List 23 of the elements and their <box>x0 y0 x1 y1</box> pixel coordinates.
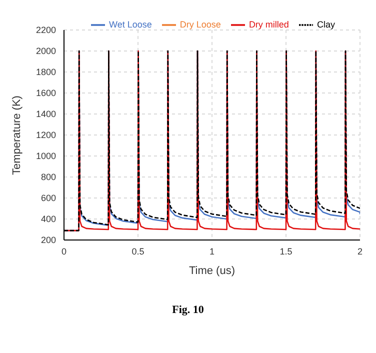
x-tick-label: 0 <box>61 246 67 256</box>
x-tick-label: 0.5 <box>132 246 144 256</box>
x-tick-label: 2 <box>357 246 363 256</box>
legend-label: Dry Loose <box>180 19 221 30</box>
y-tick-label: 400 <box>40 214 56 224</box>
x-axis-title: Time (us) <box>188 265 236 277</box>
y-tick-label: 2000 <box>36 46 56 56</box>
y-tick-label: 800 <box>40 172 56 182</box>
y-axis-title: Temperature (K) <box>10 96 23 175</box>
y-tick-label: 600 <box>40 193 56 204</box>
y-tick-label: 1800 <box>36 67 56 78</box>
legend-label: Clay <box>316 19 335 30</box>
x-tick-label: 1.5 <box>280 246 292 256</box>
y-tick-label: 1400 <box>36 109 56 120</box>
legend-label: Dry milled <box>248 19 289 30</box>
x-tick-label: 1 <box>209 246 215 256</box>
y-tick-label: 1600 <box>36 88 56 98</box>
y-tick-label: 200 <box>40 235 56 246</box>
legend-label: Wet Loose <box>109 19 152 30</box>
caption: Fig. 10 <box>171 304 205 316</box>
y-tick-label: 2200 <box>36 25 56 36</box>
y-tick-label: 1000 <box>36 151 56 162</box>
y-tick-label: 1200 <box>36 130 56 140</box>
